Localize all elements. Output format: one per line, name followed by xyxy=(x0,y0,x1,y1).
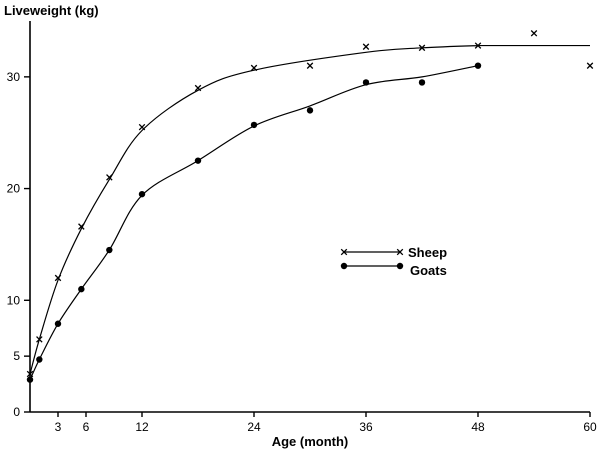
markers xyxy=(26,30,594,383)
sheep-data-point xyxy=(530,30,538,37)
legend-goats-marker-right xyxy=(396,262,404,270)
sheep-data-point xyxy=(36,336,43,343)
goats-data-point xyxy=(54,320,62,327)
legend-item-goats: Goats xyxy=(340,262,447,278)
x-tick-label: 6 xyxy=(83,420,90,434)
sheep-data-point xyxy=(54,274,62,282)
goats-data-point xyxy=(306,107,314,114)
curves xyxy=(29,44,590,380)
y-tick-label: 20 xyxy=(7,182,21,196)
y-tick-label: 30 xyxy=(7,70,21,84)
legend-item-sheep: Sheep xyxy=(340,245,447,260)
x-tick-label: 12 xyxy=(135,420,149,434)
sheep-data-point xyxy=(78,223,85,230)
sheep-data-point xyxy=(138,123,146,131)
legend-goats-label: Goats xyxy=(410,263,447,278)
sheep-data-point xyxy=(194,84,202,92)
legend-sheep-label: Sheep xyxy=(408,245,447,260)
sheep-data-point xyxy=(586,62,594,69)
legend: Sheep Goats xyxy=(340,245,447,278)
y-tick-label: 5 xyxy=(13,349,20,363)
x-tick-label: 3 xyxy=(55,420,62,434)
goats-data-point xyxy=(106,246,113,254)
legend-sheep-marker-right xyxy=(396,248,404,256)
goats-data-point xyxy=(36,356,43,363)
sheep-data-point xyxy=(26,370,34,378)
sheep-curve xyxy=(29,45,479,375)
x-tick-label: 48 xyxy=(471,420,485,434)
goats-data-point xyxy=(138,190,146,198)
sheep-data-point xyxy=(418,44,426,52)
goats-data-point xyxy=(362,79,370,86)
goats-data-point xyxy=(418,79,426,86)
sheep-data-point xyxy=(306,62,314,69)
x-tick-label: 60 xyxy=(583,420,597,434)
goats-curve xyxy=(29,65,479,380)
sheep-data-point xyxy=(250,64,258,72)
sheep-data-point xyxy=(474,42,482,49)
sheep-data-point xyxy=(106,174,113,181)
goats-data-point xyxy=(250,121,258,129)
x-tick-label: 36 xyxy=(359,420,373,434)
y-tick-label: 10 xyxy=(7,293,21,307)
sheep-data-point xyxy=(362,43,370,50)
y-axis-title: Liveweight (kg) xyxy=(4,3,99,18)
goats-data-point xyxy=(78,285,85,293)
x-tick-label: 24 xyxy=(247,420,261,434)
y-tick-label: 0 xyxy=(13,405,20,419)
goats-data-point xyxy=(194,157,202,164)
goats-data-point xyxy=(26,376,34,383)
x-axis-title: Age (month) xyxy=(272,434,349,449)
goats-data-point xyxy=(474,62,482,69)
